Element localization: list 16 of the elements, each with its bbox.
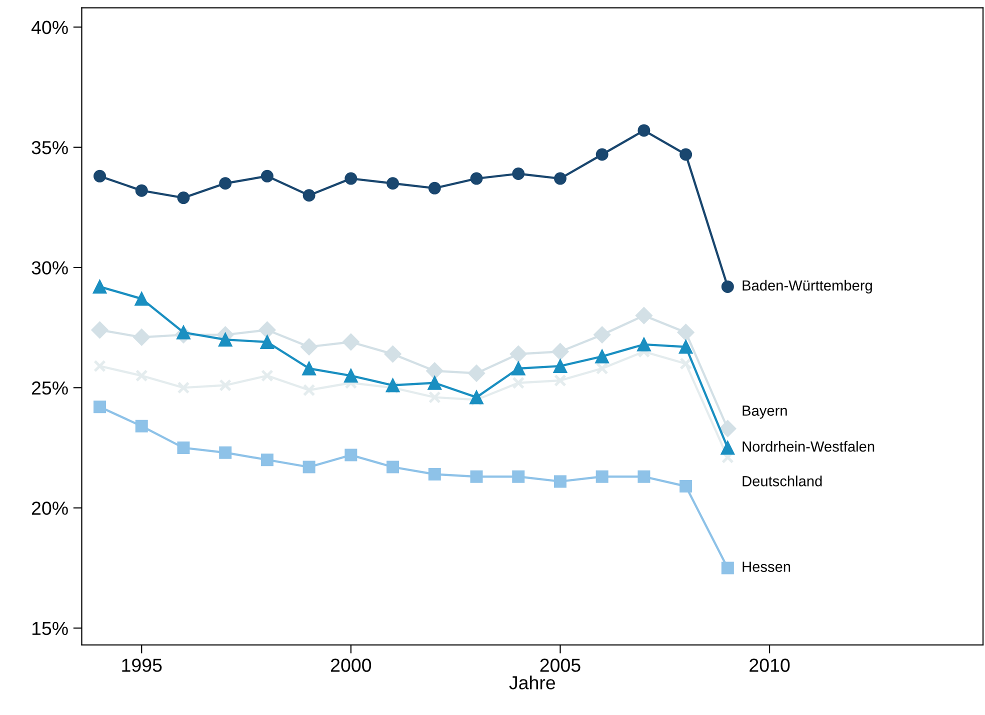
x-tick-label: 2010: [750, 658, 790, 672]
y-tick-label: 20%: [32, 502, 68, 515]
x-tick-label: 1995: [122, 658, 162, 672]
x-tick-label: 2000: [331, 658, 372, 672]
series-label: Baden-Württemberg: [742, 280, 872, 294]
y-tick-label: 15%: [32, 622, 68, 636]
series-label: Nordrhein-Westfalen: [742, 441, 874, 452]
y-tick-label: 25%: [32, 381, 68, 395]
x-tick-label: 2005: [540, 658, 580, 672]
series-label: Deutschland: [742, 476, 822, 486]
y-tick-label: 35%: [32, 141, 68, 154]
x-axis-title: Jahre: [509, 676, 556, 690]
y-tick-label: 30%: [32, 261, 68, 274]
series-label: Hessen: [742, 562, 790, 572]
y-tick-label: 40%: [31, 20, 68, 34]
series-label: Bayern: [742, 406, 787, 419]
